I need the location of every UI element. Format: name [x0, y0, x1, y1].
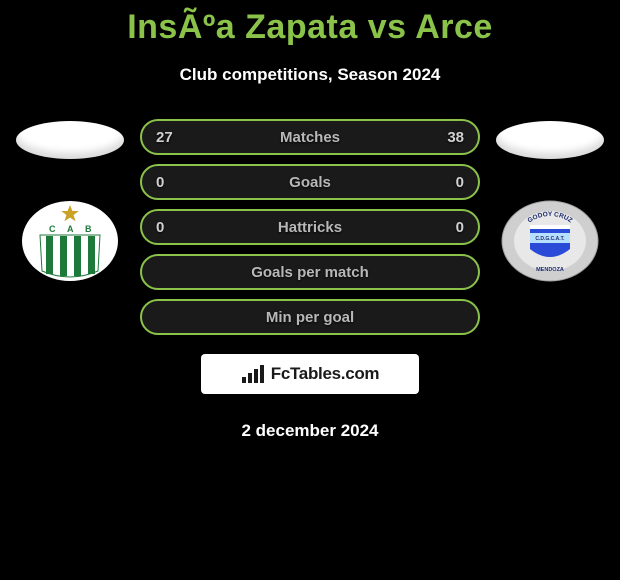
- stat-row-goals-per-match: Goals per match: [140, 254, 480, 290]
- left-player-silhouette: [16, 121, 124, 159]
- date-text: 2 december 2024: [140, 421, 480, 441]
- comparison-section: C A B 27 Matches 38 0 Goals 0 0 Hattrick…: [0, 119, 620, 441]
- stat-left-value: 27: [156, 129, 186, 146]
- stat-row-goals: 0 Goals 0: [140, 164, 480, 200]
- stat-label: Min per goal: [186, 309, 434, 326]
- fctables-logo[interactable]: FcTables.com: [201, 354, 419, 394]
- subtitle: Club competitions, Season 2024: [0, 65, 620, 85]
- stat-left-value: 0: [156, 174, 186, 191]
- svg-text:B: B: [85, 224, 92, 234]
- stat-label: Goals per match: [186, 264, 434, 281]
- left-player-column: C A B: [10, 119, 130, 283]
- stat-row-matches: 27 Matches 38: [140, 119, 480, 155]
- stat-right-value: 38: [434, 129, 464, 146]
- stat-left-value: 0: [156, 219, 186, 236]
- brand-text: FcTables.com: [271, 364, 380, 384]
- stat-right-value: 0: [434, 219, 464, 236]
- stat-right-value: 0: [434, 174, 464, 191]
- page-title: InsÃºa Zapata vs Arce: [0, 0, 620, 47]
- stat-row-min-per-goal: Min per goal: [140, 299, 480, 335]
- svg-text:C: C: [49, 224, 56, 234]
- stat-row-hattricks: 0 Hattricks 0: [140, 209, 480, 245]
- right-player-silhouette: [496, 121, 604, 159]
- stat-label: Matches: [186, 129, 434, 146]
- right-player-column: GODOY CRUZ MENDOZA C.D.G.C.A.T.: [490, 119, 610, 283]
- svg-text:MENDOZA: MENDOZA: [536, 267, 564, 273]
- stats-table: 27 Matches 38 0 Goals 0 0 Hattricks 0 Go…: [140, 119, 480, 441]
- godoy-cruz-badge-icon: GODOY CRUZ MENDOZA C.D.G.C.A.T.: [500, 199, 600, 283]
- stat-label: Hattricks: [186, 219, 434, 236]
- bar-chart-icon: [241, 363, 265, 385]
- stat-label: Goals: [186, 174, 434, 191]
- banfield-badge-icon: C A B: [20, 199, 120, 283]
- svg-text:A: A: [67, 224, 74, 234]
- svg-text:C.D.G.C.A.T.: C.D.G.C.A.T.: [535, 236, 565, 242]
